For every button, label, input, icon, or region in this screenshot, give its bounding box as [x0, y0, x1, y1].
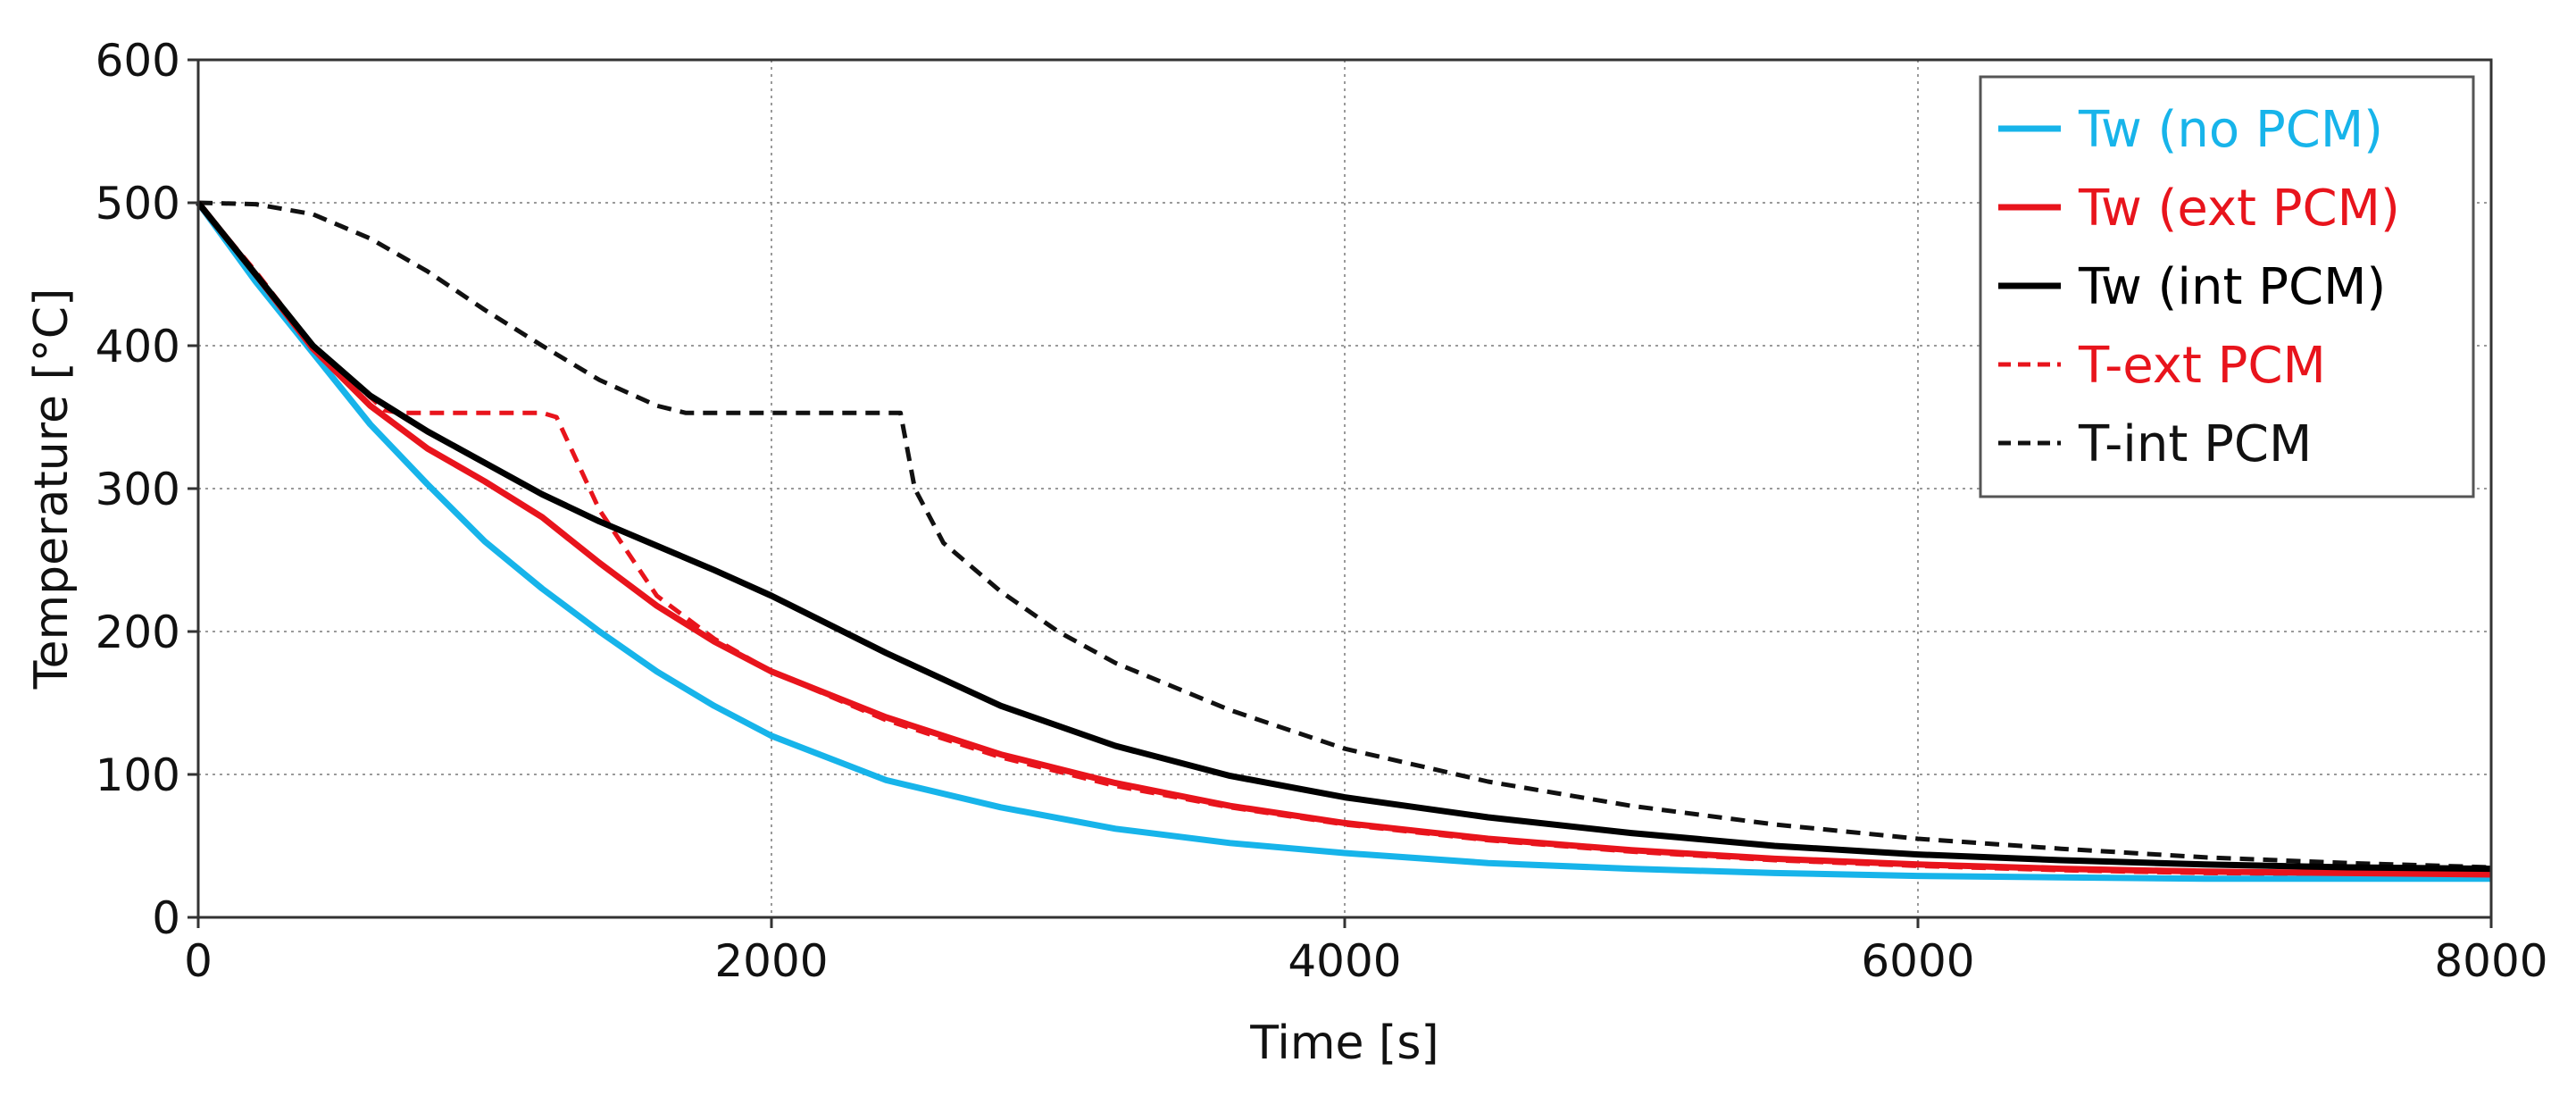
- legend-box: [1979, 75, 2475, 498]
- x-tick-label: 2000: [714, 935, 828, 987]
- legend: Tw (no PCM) Tw (ext PCM) Tw (int PCM) T-ext…: [1979, 75, 2475, 498]
- legend-label: Tw (ext PCM): [2078, 180, 2400, 238]
- legend-label: Tw (no PCM): [2078, 101, 2383, 159]
- legend-label: T-ext PCM: [2078, 337, 2326, 395]
- series-line-tw-ext-pcm: [196, 200, 2492, 878]
- series-line-tw-no-pcm: [196, 200, 2491, 883]
- legend-label: Tw (int PCM): [2078, 258, 2386, 316]
- x-tick-label: 4000: [1288, 935, 1401, 987]
- y-tick-label: 500: [96, 178, 180, 230]
- grid: [198, 60, 2491, 917]
- series-line-t-int-pcm: [197, 200, 2492, 870]
- y-axis-title: Temperature [°C]: [25, 289, 79, 690]
- y-tick-label: 200: [96, 607, 180, 658]
- x-tick-label: 8000: [2434, 935, 2547, 987]
- y-tick-label: 600: [96, 35, 180, 87]
- y-tick-label: 400: [96, 321, 180, 372]
- y-tick-label: 100: [96, 749, 180, 801]
- tick-labels: 0 2000 4000 6000 8000 0 100 200 300 400 500 600: [96, 35, 2548, 987]
- legend-label: T-int PCM: [2078, 415, 2312, 473]
- y-tick-label: 300: [96, 464, 180, 515]
- x-tick-label: 6000: [1861, 935, 1974, 987]
- series-line-tw-int-pcm: [196, 200, 2492, 873]
- x-axis-title: Time [s]: [1249, 1017, 1438, 1070]
- y-tick-label: 0: [152, 892, 180, 944]
- series-lines: [196, 200, 2492, 883]
- x-tick-label: 0: [184, 935, 213, 987]
